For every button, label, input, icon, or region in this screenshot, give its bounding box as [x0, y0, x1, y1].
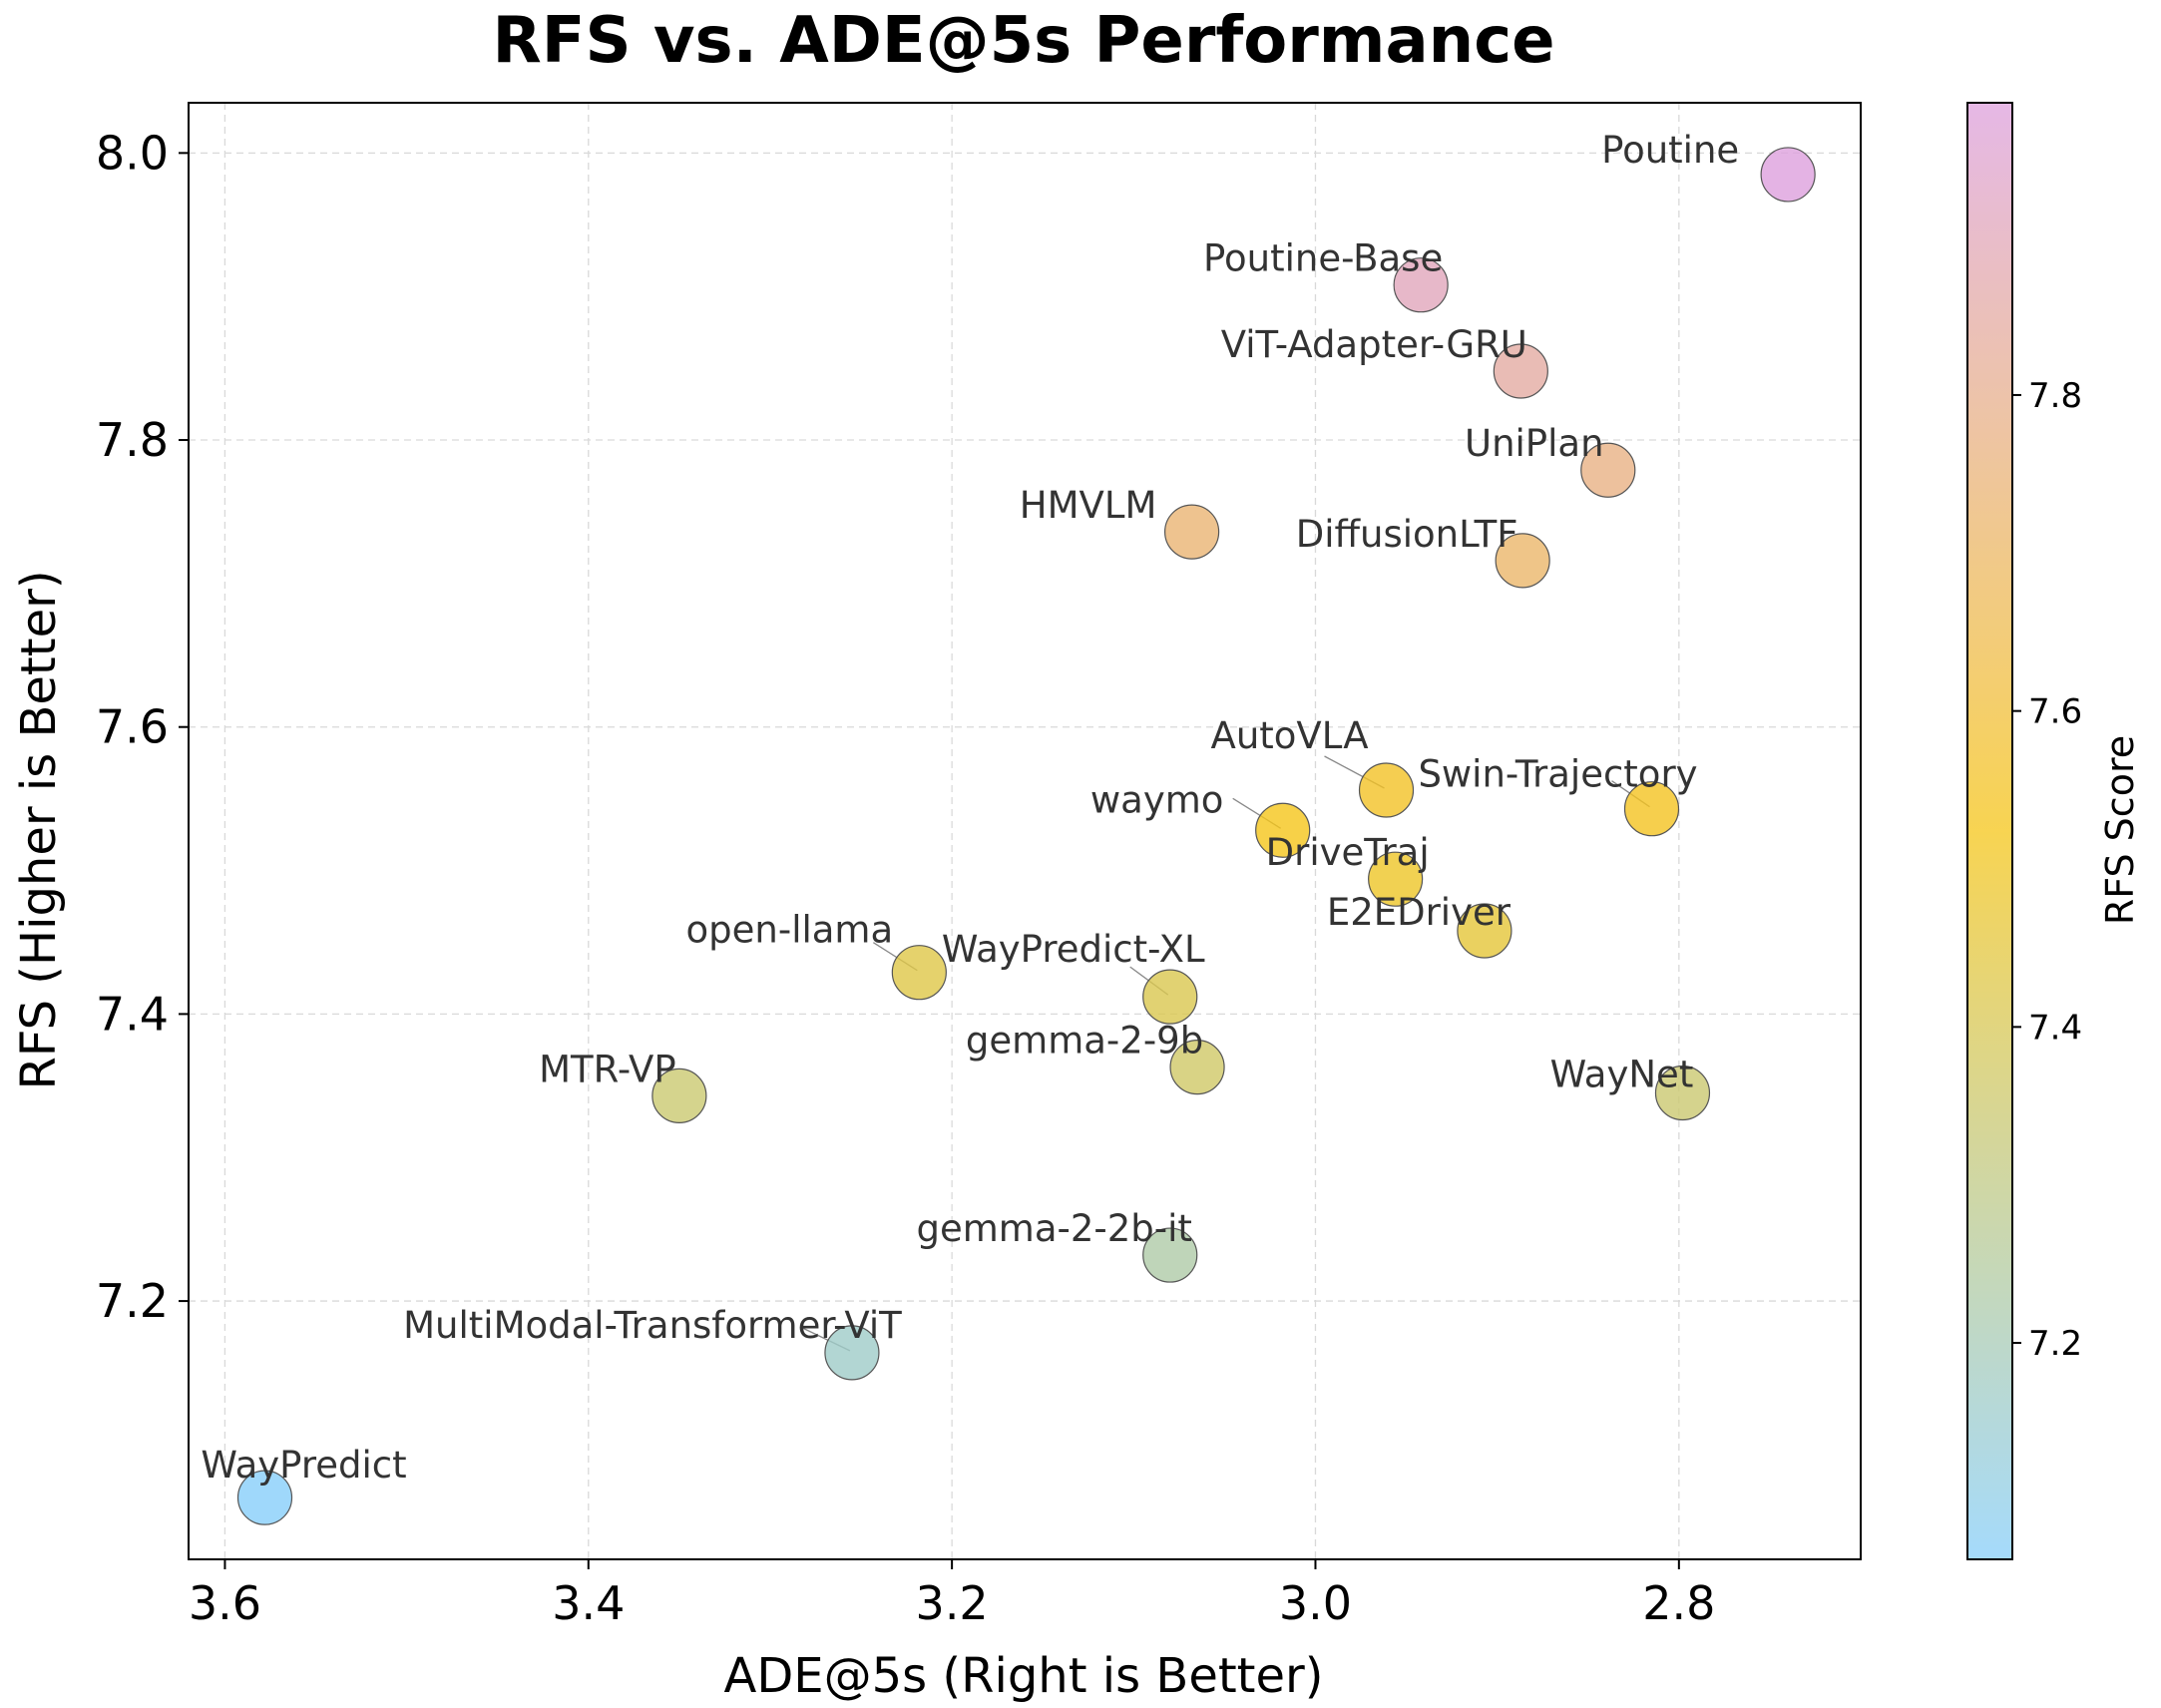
point-label: AutoVLA — [1211, 714, 1369, 757]
y-tick-label: 7.6 — [96, 700, 169, 754]
point-label: WayPredict-XL — [942, 928, 1205, 971]
point-label: ViT-Adapter-GRU — [1221, 323, 1527, 366]
data-point — [1169, 1040, 1225, 1095]
data-point — [1623, 781, 1680, 837]
point-label: Poutine — [1601, 129, 1739, 172]
data-points — [236, 147, 1816, 1525]
point-label: Swin-Trajectory — [1418, 753, 1697, 796]
point-label: HMVLM — [1020, 484, 1157, 527]
point-label: UniPlan — [1465, 422, 1604, 465]
data-point — [1393, 257, 1449, 313]
y-tick-label: 7.4 — [96, 987, 169, 1041]
colorbar-tick-label: 7.6 — [2028, 692, 2082, 732]
point-label: MTR-VP — [539, 1048, 676, 1090]
point-labels: Poutine Poutine-Base ViT-Adapter-GRU UniPla… — [201, 129, 1739, 1487]
point-label: DriveTraj — [1266, 831, 1430, 874]
data-point — [1255, 802, 1311, 858]
point-label: waymo — [1090, 778, 1224, 821]
point-label: gemma-2-9b — [966, 1020, 1203, 1063]
y-tick-label: 7.2 — [96, 1274, 169, 1328]
x-axis-ticks: 3.6 3.4 3.2 3.0 2.8 — [189, 1559, 1715, 1630]
leader-lines — [799, 755, 1650, 1352]
colorbar — [1967, 103, 2012, 1559]
colorbar-tick-label: 7.4 — [2028, 1008, 2082, 1048]
point-label: WayNet — [1550, 1054, 1694, 1096]
x-tick-label: 3.2 — [916, 1576, 989, 1630]
x-tick-label: 3.4 — [552, 1576, 625, 1630]
point-label: MultiModal-Transformer-ViT — [403, 1304, 902, 1347]
data-point — [1495, 533, 1550, 589]
data-point — [1358, 762, 1415, 818]
y-tick-label: 7.8 — [96, 413, 169, 467]
data-point — [1760, 147, 1816, 203]
colorbar-tick-label: 7.2 — [2028, 1324, 2082, 1364]
point-label: DiffusionLTF — [1296, 513, 1518, 556]
grid-lines — [189, 103, 1861, 1559]
data-point — [1142, 969, 1198, 1025]
data-point — [1457, 903, 1513, 959]
colorbar-frame — [1966, 102, 2013, 1560]
y-axis-label: RFS (Higher is Better) — [11, 570, 67, 1089]
chart-title: RFS vs. ADE@5s Performance — [492, 4, 1554, 78]
data-point — [236, 1470, 293, 1525]
point-label: WayPredict — [201, 1444, 406, 1487]
point-label: E2EDriver — [1327, 891, 1512, 934]
point-label: gemma-2-2b-it — [917, 1207, 1192, 1250]
data-point — [651, 1068, 707, 1123]
x-tick-label: 3.0 — [1279, 1576, 1352, 1630]
plot-frame — [188, 102, 1862, 1560]
data-point — [1142, 1227, 1198, 1283]
y-axis-ticks: 7.2 7.4 7.6 7.8 8.0 — [96, 126, 189, 1328]
colorbar-ticks: 7.2 7.4 7.6 7.8 — [2012, 376, 2082, 1364]
point-label: Poutine-Base — [1203, 237, 1443, 280]
colorbar-label: RFS Score — [2098, 735, 2142, 925]
data-point — [1163, 504, 1220, 560]
data-point — [1493, 343, 1548, 399]
data-point — [1368, 851, 1424, 907]
point-label: open-llama — [686, 909, 894, 952]
data-point — [1580, 442, 1636, 498]
x-axis-label: ADE@5s (Right is Better) — [723, 1648, 1323, 1704]
data-point — [891, 945, 947, 1001]
data-point — [824, 1325, 880, 1381]
y-tick-label: 8.0 — [96, 126, 169, 180]
x-tick-label: 2.8 — [1642, 1576, 1715, 1630]
data-point — [1654, 1065, 1711, 1121]
x-tick-label: 3.6 — [189, 1576, 261, 1630]
colorbar-tick-label: 7.8 — [2028, 376, 2082, 416]
